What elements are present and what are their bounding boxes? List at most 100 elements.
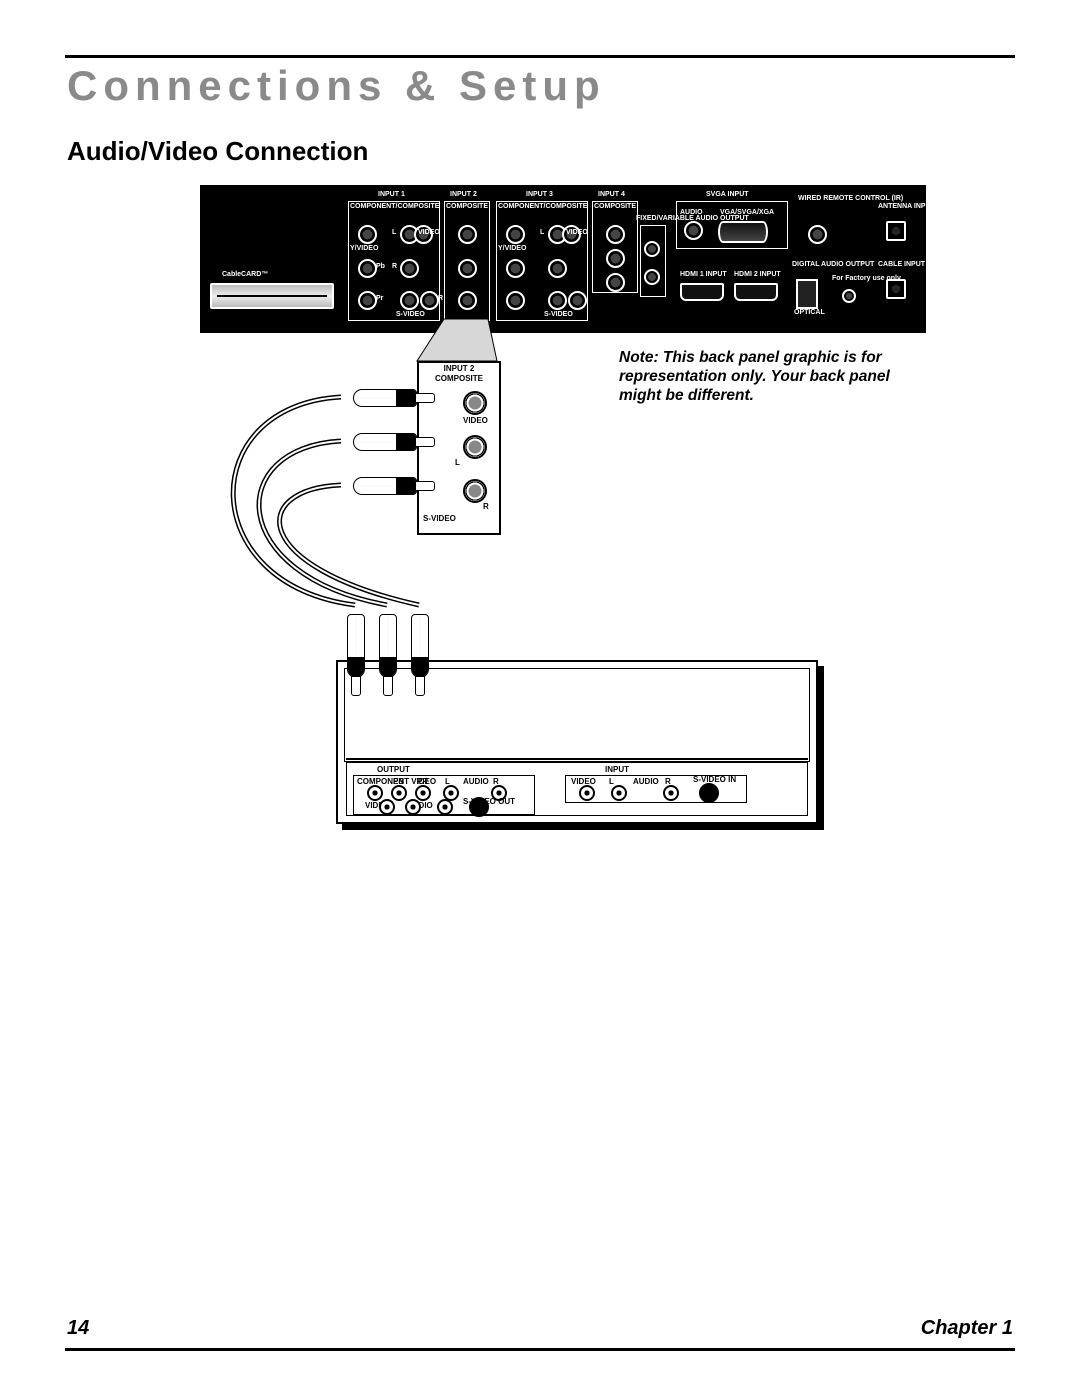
inset-video-jack (463, 391, 487, 415)
input3-svideo-lbl: S-VIDEO (544, 311, 573, 318)
input1-l-lbl: L (392, 229, 396, 236)
rca-plug-r-top (327, 475, 417, 495)
src-iL-lbl: L (609, 777, 614, 786)
optical-port (796, 279, 818, 309)
manual-page: Connections & Setup Audio/Video Connecti… (65, 55, 1015, 1351)
input2-r-jack (458, 291, 477, 310)
input3-pr-jack (506, 291, 525, 310)
wiredremote-lbl: WIRED REMOTE CONTROL (IR) (798, 195, 840, 202)
input4-l-jack (606, 249, 625, 268)
inset-l-lbl: L (455, 459, 460, 467)
hdmi1-lbl: HDMI 1 INPUT (680, 271, 727, 278)
input3-r-jack (548, 259, 567, 278)
src-oL2-jack (405, 799, 421, 815)
src-pb-jack (391, 785, 407, 801)
optical-lbl: OPTICAL (794, 309, 825, 316)
factory-lbl: For Factory use only (832, 275, 868, 282)
input3-title: INPUT 3 (526, 191, 553, 198)
input3-yvideo-lbl: Y/VIDEO (498, 245, 526, 252)
src-svideo-out-jack (469, 797, 489, 817)
input1-title: INPUT 1 (378, 191, 405, 198)
figure-av-connection: CableCARD™ INPUT 1 COMPONENT/COMPOSITE Y… (65, 185, 1015, 945)
input3-svideo-jack (548, 291, 567, 310)
input2-sub: COMPOSITE (446, 203, 488, 210)
input4-title: INPUT 4 (598, 191, 625, 198)
input2-l-jack (458, 259, 477, 278)
src-iaudio-lbl: AUDIO (633, 777, 659, 786)
page-number: 14 (67, 1317, 89, 1340)
inset-video-lbl: VIDEO (463, 417, 488, 425)
src-svideo-in-jack (699, 783, 719, 803)
section-title: Audio/Video Connection (67, 136, 1015, 167)
src-y-jack (367, 785, 383, 801)
input1-r-jack (400, 259, 419, 278)
hdmi2-port (734, 283, 778, 301)
input1-pr-lbl: Pr (376, 295, 383, 302)
source-front-face: OUTPUT COMPONENT VIDEO PB PR L AUDIO R V… (346, 762, 808, 816)
source-device: OUTPUT COMPONENT VIDEO PB PR L AUDIO R V… (336, 660, 818, 824)
inset-l-jack (463, 435, 487, 459)
factory-jack (842, 289, 856, 303)
input1-yvideo-jack (358, 225, 377, 244)
input1-r2-jack (420, 291, 439, 310)
src-ivideo-jack (579, 785, 595, 801)
svga-title: SVGA INPUT (706, 191, 749, 198)
rca-plug-video-top (327, 387, 417, 407)
cable-jack (886, 279, 906, 299)
rca-plug-r-bottom (409, 600, 429, 678)
input1-svideo-jack (400, 291, 419, 310)
hdmi1-port (680, 283, 724, 301)
input3-sub: COMPONENT/COMPOSITE (498, 203, 584, 210)
svga-audio-lbl: AUDIO (680, 209, 703, 216)
cablecard-label: CableCARD™ (222, 271, 268, 278)
hdmi2-lbl: HDMI 2 INPUT (734, 271, 781, 278)
wiredremote-jack (808, 225, 827, 244)
input3-yvideo-jack (506, 225, 525, 244)
input3-pb-jack (506, 259, 525, 278)
svga-audio-jack (684, 221, 703, 240)
chapter-title: Connections & Setup (67, 62, 1015, 110)
svga-vga-lbl: VGA/SVGA/XGA (720, 209, 774, 216)
src-iL-jack (611, 785, 627, 801)
input1-pr-jack (358, 291, 377, 310)
input1-video-lbl: VIDEO (418, 229, 440, 236)
input4-sub: COMPOSITE (594, 203, 636, 210)
src-input-lbl: INPUT (605, 765, 629, 774)
input2-video-jack (458, 225, 477, 244)
cable-lbl: CABLE INPUT (878, 261, 918, 268)
cablecard-slot (210, 283, 334, 309)
inset-title: INPUT 2 (419, 365, 499, 373)
src-video-jack (379, 799, 395, 815)
inset-r-lbl: R (483, 503, 489, 511)
src-output-lbl: OUTPUT (377, 765, 410, 774)
input2-title: INPUT 2 (450, 191, 477, 198)
input4-r-jack (606, 273, 625, 292)
input1-sub: COMPONENT/COMPOSITE (350, 203, 436, 210)
fixvar-l-jack (644, 241, 660, 257)
rca-plug-l-bottom (377, 600, 397, 678)
inset-sub: COMPOSITE (419, 375, 499, 383)
input1-pb-jack (358, 259, 377, 278)
rca-plug-video-bottom (345, 600, 365, 678)
src-pr-jack (415, 785, 431, 801)
input3-l-lbl: L (540, 229, 544, 236)
rca-plug-l-top (327, 431, 417, 451)
input4-video-jack (606, 225, 625, 244)
back-panel-note: Note: This back panel graphic is for rep… (619, 349, 934, 406)
fixvar-group (640, 225, 666, 297)
fixvar-r-jack (644, 269, 660, 285)
page-footer: 14 Chapter 1 (65, 1312, 1015, 1340)
input3-video-lbl: VIDEO (566, 229, 588, 236)
src-iR-jack (663, 785, 679, 801)
input3-r2-jack (568, 291, 587, 310)
antenna-jack (886, 221, 906, 241)
input1-r2-lbl: R (438, 295, 443, 302)
input2-zoom-inset: INPUT 2 COMPOSITE VIDEO L R S-VIDEO (417, 361, 501, 535)
tv-back-panel: CableCARD™ INPUT 1 COMPONENT/COMPOSITE Y… (200, 185, 926, 333)
input1-pb-lbl: Pb (376, 263, 385, 270)
fixvar-lbl: FIXED/VARIABLE AUDIO OUTPUT (636, 215, 672, 222)
input1-svideo-lbl: S-VIDEO (396, 311, 425, 318)
input1-r-lbl: R (392, 263, 397, 270)
chapter-footer: Chapter 1 (921, 1317, 1013, 1340)
inset-r-jack (463, 479, 487, 503)
